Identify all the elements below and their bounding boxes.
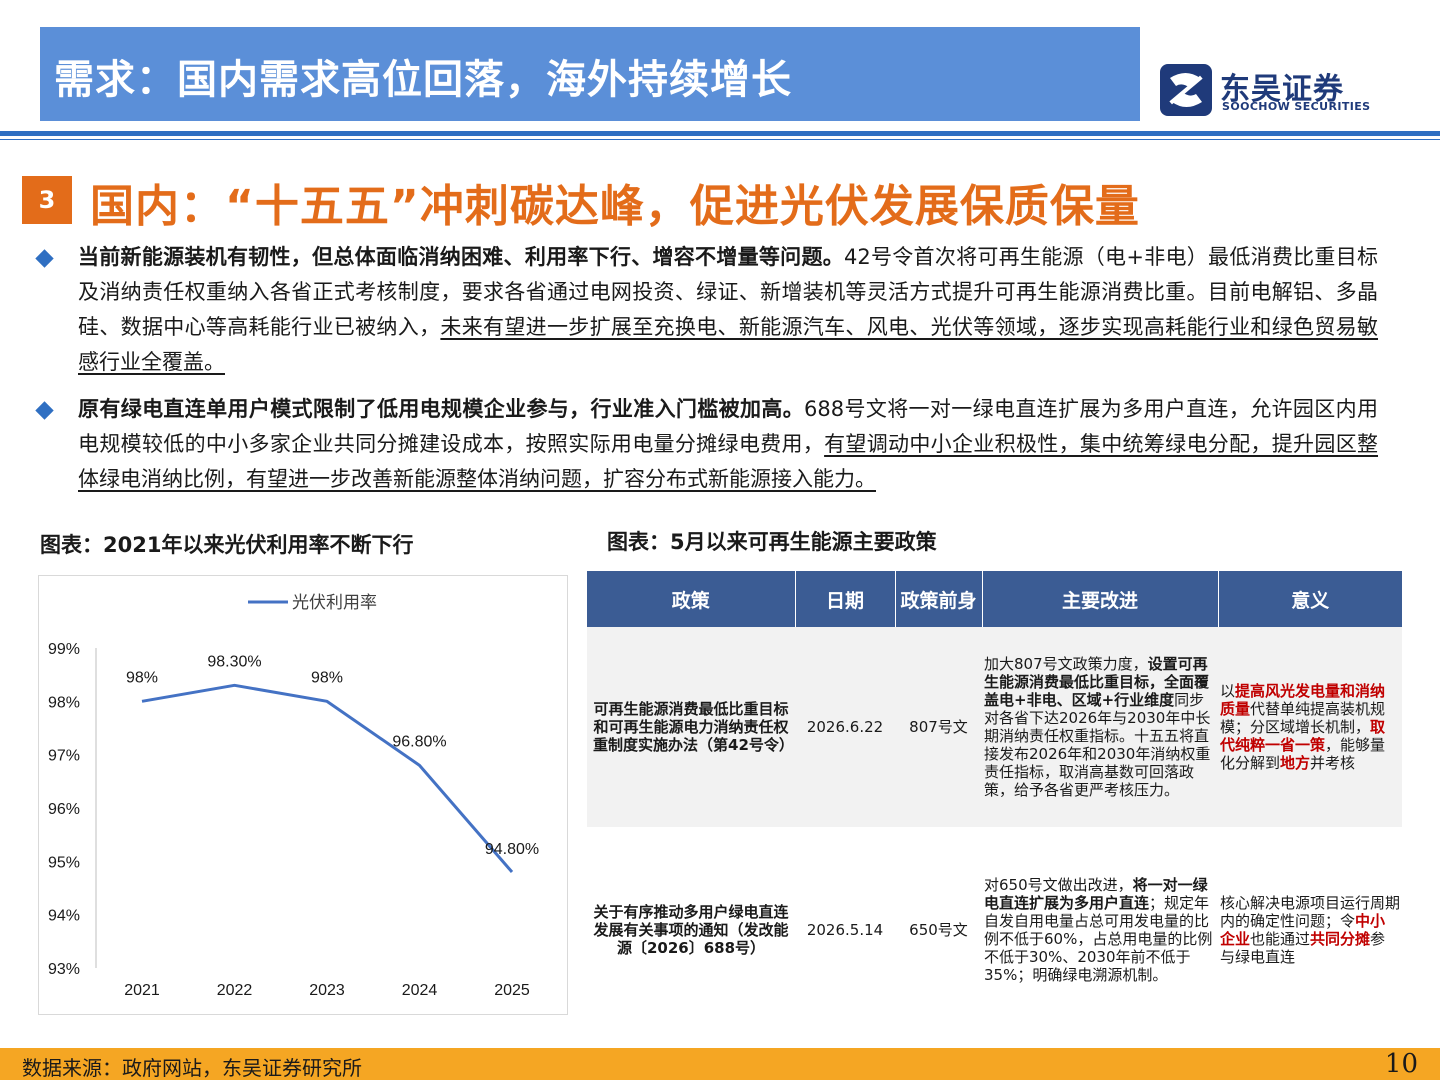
header-divider bbox=[0, 131, 1440, 136]
policy-name: 关于有序推动多用户绿电直连发展有关事项的通知（发改能源〔2026〕688号） bbox=[587, 827, 795, 1033]
significance-highlight: 提高风光发电量和消纳质量 bbox=[1220, 682, 1386, 718]
significance-text: ，能够量化分解到 bbox=[1220, 736, 1386, 772]
y-tick-label: 94% bbox=[48, 908, 80, 925]
diamond-bullet-icon bbox=[35, 401, 54, 420]
policy-predecessor: 650号文 bbox=[895, 827, 982, 1033]
bullet-underlined: 有望调动中小企业积极性，集中统筹绿电分配，提升园区整体绿电消纳比例，有望进一步改… bbox=[78, 432, 1379, 491]
utilization-chart: 93% 94% 95% 96% 97% 98% 99% 2021 2022 2023 2024 202… bbox=[38, 575, 568, 1015]
significance-text: 代替单纯提高装机规模；分区域增长机制， bbox=[1220, 700, 1386, 736]
x-tick-label: 2021 bbox=[124, 982, 160, 999]
section-title: 国内：“十五五”冲刺碳达峰，促进光伏发展保质保量 bbox=[90, 181, 1140, 232]
significance-text: 核心解决电源项目运行周期内的确定性问题；令 bbox=[1220, 894, 1401, 930]
bullet-body: 42号令首次将可再生能源（电+非电）最低消费比重目标及消纳责任权重纳入各省正式考… bbox=[78, 245, 1378, 339]
bullet-point: 原有绿电直连单用户模式限制了低用电规模企业参与，行业准入门槛被加高。688号文将… bbox=[35, 392, 1378, 497]
data-label: 98.30% bbox=[207, 653, 261, 670]
improvement-highlight: 设置可再生能源消费最低比重目标，全面覆盖电+非电、区域+行业维度 bbox=[984, 655, 1210, 709]
page-number: 10 bbox=[1384, 1049, 1418, 1079]
table-row: 关于有序推动多用户绿电直连发展有关事项的通知（发改能源〔2026〕688号） 2… bbox=[587, 827, 1402, 1033]
data-label: 98% bbox=[126, 669, 158, 686]
bullet-bold-lead: 当前新能源装机有韧性，但总体面临消纳困难、利用率下行、增容不增量等问题。 bbox=[78, 245, 844, 269]
y-tick-label: 96% bbox=[48, 801, 80, 818]
column-header: 主要改进 bbox=[982, 571, 1219, 627]
significance-highlight: 中小企业 bbox=[1220, 912, 1386, 948]
data-source: 数据来源：政府网站，东吴证券研究所 bbox=[22, 1056, 362, 1080]
table-header-row: 政策 日期 政策前身 主要改进 意义 bbox=[587, 571, 1402, 627]
improvement-highlight: 将一对一绿电直连扩展为多用户直连 bbox=[984, 876, 1208, 912]
policy-improvement: 加大807号文政策力度，设置可再生能源消费最低比重目标，全面覆盖电+非电、区域+… bbox=[982, 627, 1218, 827]
table-row: 可再生能源消费最低比重目标和可再生能源电力消纳责任权重制度实施办法（第42号令）… bbox=[587, 627, 1402, 827]
column-header: 意义 bbox=[1218, 571, 1402, 627]
policy-predecessor: 807号文 bbox=[895, 627, 982, 827]
policy-date: 2026.6.22 bbox=[795, 627, 895, 827]
bullet-point: 当前新能源装机有韧性，但总体面临消纳困难、利用率下行、增容不增量等问题。42号令… bbox=[35, 240, 1378, 380]
improvement-text: 加大807号文政策力度， bbox=[984, 655, 1148, 673]
legend-label: 光伏利用率 bbox=[292, 593, 377, 613]
significance-highlight: 取代纯粹一省一策 bbox=[1220, 718, 1386, 754]
x-tick-label: 2022 bbox=[217, 982, 253, 999]
header-divider-thin bbox=[0, 139, 1440, 140]
data-label: 94.80% bbox=[485, 841, 539, 858]
diamond-bullet-icon bbox=[35, 249, 54, 268]
series-line bbox=[141, 683, 514, 873]
x-tick-label: 2024 bbox=[402, 982, 438, 999]
significance-text: 以 bbox=[1220, 682, 1236, 700]
y-tick-label: 98% bbox=[48, 694, 80, 711]
page-title: 需求：国内需求高位回落，海外持续增长 bbox=[54, 57, 792, 103]
column-header: 政策 bbox=[587, 571, 796, 627]
improvement-text: ；规定年自发自用电量占总可用发电量的比例不低于60%，占总用电量的比例不低于30… bbox=[984, 894, 1213, 984]
company-logo: 东吴证券 SOOCHOW SECURITIES bbox=[1158, 60, 1388, 120]
logo-english-name: SOOCHOW SECURITIES bbox=[1222, 100, 1371, 113]
header-banner: 需求：国内需求高位回落，海外持续增长 bbox=[40, 27, 1140, 121]
data-label: 98% bbox=[311, 669, 343, 686]
policy-improvement: 对650号文做出改进，将一对一绿电直连扩展为多用户直连；规定年自发自用电量占总可… bbox=[982, 827, 1218, 1033]
significance-text: 参与绿电直连 bbox=[1220, 930, 1386, 966]
improvement-text: 同步对各省下达2026年与2030年中长期消纳责任权重指标。十五五将直接发布20… bbox=[984, 691, 1211, 799]
column-header: 日期 bbox=[795, 571, 896, 627]
chart-title: 图表：2021年以来光伏利用率不断下行 bbox=[40, 533, 414, 557]
bullet-text: 原有绿电直连单用户模式限制了低用电规模企业参与，行业准入门槛被加高。688号文将… bbox=[78, 392, 1378, 497]
y-tick-label: 93% bbox=[48, 961, 80, 978]
significance-highlight: 共同分摊 bbox=[1310, 930, 1371, 948]
line-chart-svg: 93% 94% 95% 96% 97% 98% 99% 2021 2022 2023 2024 202… bbox=[38, 575, 568, 1015]
footer-bar: 数据来源：政府网站，东吴证券研究所 10 bbox=[0, 1048, 1440, 1080]
y-tick-label: 99% bbox=[48, 641, 80, 658]
policy-name: 可再生能源消费最低比重目标和可再生能源电力消纳责任权重制度实施办法（第42号令） bbox=[587, 627, 795, 827]
logo-chinese-name: 东吴证券 bbox=[1220, 72, 1344, 107]
bullet-body: 688号文将一对一绿电直连扩展为多用户直连，允许园区内用电规模较低的中小多家企业… bbox=[78, 397, 1378, 456]
y-tick-label: 97% bbox=[48, 748, 80, 765]
significance-text: 并考核 bbox=[1310, 754, 1356, 772]
table-title: 图表：5月以来可再生能源主要政策 bbox=[607, 530, 937, 554]
y-tick-label: 95% bbox=[48, 854, 80, 871]
data-label: 96.80% bbox=[392, 733, 446, 750]
policy-significance: 核心解决电源项目运行周期内的确定性问题；令中小企业也能通过共同分摊参与绿电直连 bbox=[1218, 827, 1402, 1033]
significance-text: 也能通过 bbox=[1250, 930, 1311, 948]
policy-significance: 以提高风光发电量和消纳质量代替单纯提高装机规模；分区域增长机制，取代纯粹一省一策… bbox=[1218, 627, 1402, 827]
bullet-bold-lead: 原有绿电直连单用户模式限制了低用电规模企业参与，行业准入门槛被加高。 bbox=[78, 397, 805, 421]
chart-frame bbox=[38, 575, 568, 1015]
x-tick-label: 2023 bbox=[309, 982, 345, 999]
section-number-badge: 3 bbox=[22, 176, 72, 224]
bullet-text: 当前新能源装机有韧性，但总体面临消纳困难、利用率下行、增容不增量等问题。42号令… bbox=[78, 240, 1378, 380]
bullet-underlined: 未来有望进一步扩展至充换电、新能源汽车、风电、光伏等领域，逐步实现高耗能行业和绿… bbox=[78, 315, 1379, 374]
improvement-text: 对650号文做出改进， bbox=[984, 876, 1133, 894]
soochow-logo-icon bbox=[1160, 64, 1212, 116]
x-tick-label: 2025 bbox=[494, 982, 530, 999]
policy-table: 政策 日期 政策前身 主要改进 意义 可再生能源消费最低比重目标和可再生能源电力… bbox=[587, 571, 1402, 1033]
significance-highlight: 地方 bbox=[1280, 754, 1311, 772]
column-header: 政策前身 bbox=[895, 571, 983, 627]
policy-date: 2026.5.14 bbox=[795, 827, 895, 1033]
